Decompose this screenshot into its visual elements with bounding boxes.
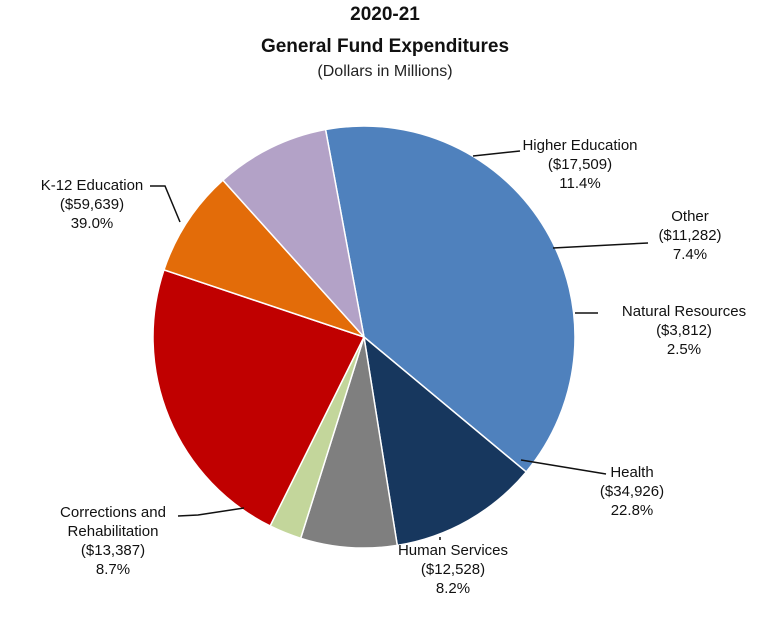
chart-title: 2020-21	[350, 4, 420, 25]
slice-amount-corrections-and-rehabilitation: ($13,387)	[81, 542, 145, 559]
slice-percent-k-12-education: 39.0%	[71, 215, 114, 232]
leader-line-corrections-and-rehabilitation	[177, 507, 245, 517]
leader-line-other	[552, 242, 649, 249]
leader-line-health	[520, 459, 607, 475]
slice-label-k-12-education: K-12 Education	[41, 177, 144, 194]
slice-label-corrections-and-rehabilitation: Rehabilitation	[68, 523, 159, 540]
pie-slice-human-services	[163, 179, 367, 339]
slice-label-natural-resources: Natural Resources	[622, 303, 746, 320]
leader-line-higher-education	[472, 150, 521, 157]
chart-unit-note: (Dollars in Millions)	[317, 63, 453, 80]
slice-percent-other: 7.4%	[673, 246, 707, 263]
slice-percent-natural-resources: 2.5%	[667, 341, 701, 358]
chart-subtitle: General Fund Expenditures	[260, 36, 510, 57]
slice-amount-k-12-education: ($59,639)	[60, 196, 124, 213]
pie-slice-k-12-education	[324, 125, 576, 473]
slice-amount-other: ($11,282)	[658, 227, 721, 244]
slice-label-other: Other	[671, 208, 709, 225]
slice-amount-higher-education: ($17,509)	[548, 156, 612, 173]
slice-label-higher-education: Higher Education	[522, 137, 637, 154]
slice-amount-human-services: ($12,528)	[421, 561, 485, 578]
slice-label-human-services: Human Services	[398, 542, 508, 559]
slice-percent-human-services: 8.2%	[436, 580, 470, 597]
pie-slice-other	[299, 336, 399, 549]
slice-percent-health: 22.8%	[611, 502, 654, 519]
pie-slice-higher-education	[362, 335, 528, 547]
leader-line-k-12-education	[150, 185, 181, 223]
slice-percent-higher-education: 11.4%	[559, 175, 600, 192]
slice-amount-natural-resources: ($3,812)	[656, 322, 712, 339]
slice-label-corrections-and-rehabilitation: Corrections and	[60, 504, 166, 521]
slice-amount-health: ($34,926)	[600, 483, 664, 500]
pie-slice-corrections-and-rehabilitation	[221, 128, 366, 340]
slice-percent-corrections-and-rehabilitation: 8.7%	[96, 561, 130, 578]
slice-label-health: Health	[610, 464, 653, 481]
